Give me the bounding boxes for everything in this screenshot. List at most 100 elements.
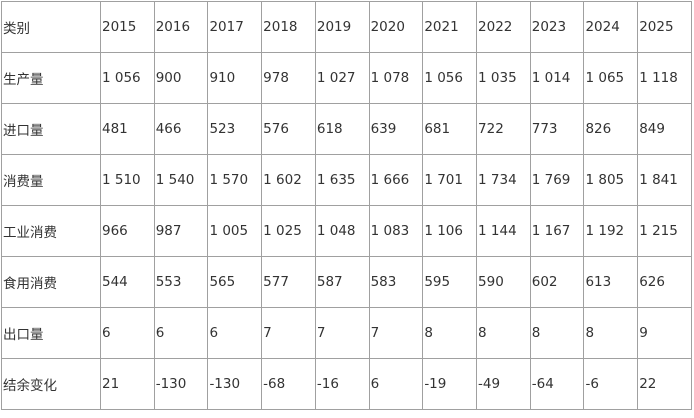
data-row: 进口量 481 466 523 576 618 639 681 722 773 826 849: [1, 103, 692, 155]
cell: 618: [314, 103, 370, 155]
cell: 1 215: [637, 205, 692, 257]
cell: -130: [153, 358, 209, 410]
header-row: 类别 2015 2016 2017 2018 2019 2020 2021 2022 2023 20…: [1, 1, 692, 53]
cell: 2018: [261, 1, 316, 53]
row-label: 生产量: [1, 52, 101, 104]
cell: -19: [422, 358, 478, 410]
data-row: 工业消费 966 987 1 005 1 025 1 048 1 083 1 106 1 144…: [1, 205, 692, 257]
data-row: 生产量 1 056 900 910 978 1 027 1 078 1 056 1 035 1 0…: [1, 52, 692, 104]
cell: 595: [422, 256, 478, 308]
row-label: 结余变化: [1, 358, 101, 410]
cell: 2015: [100, 1, 155, 53]
cell: 1 192: [583, 205, 639, 257]
cell: 626: [637, 256, 692, 308]
row-label: 进口量: [1, 103, 101, 155]
cell: 639: [368, 103, 424, 155]
cell: 978: [261, 52, 316, 104]
cell: 826: [583, 103, 639, 155]
data-table: 类别 2015 2016 2017 2018 2019 2020 2021 2022 2023 20…: [1, 1, 692, 410]
cell: 1 048: [314, 205, 370, 257]
cell: 523: [207, 103, 263, 155]
cell: 1 734: [476, 154, 531, 206]
cell: 576: [261, 103, 316, 155]
cell: 1 027: [314, 52, 370, 104]
cell: 577: [261, 256, 316, 308]
cell: 966: [100, 205, 155, 257]
cell: 613: [583, 256, 639, 308]
cell: -6: [583, 358, 639, 410]
row-label: 类别: [1, 1, 101, 53]
cell: 481: [100, 103, 155, 155]
cell: 2022: [476, 1, 531, 53]
cell: 8: [422, 307, 478, 359]
cell: 6: [207, 307, 263, 359]
cell: 681: [422, 103, 478, 155]
cell: 2024: [583, 1, 639, 53]
cell: 900: [153, 52, 209, 104]
cell: -64: [529, 358, 585, 410]
cell: 1 118: [637, 52, 692, 104]
cell: 1 769: [529, 154, 585, 206]
cell: 1 602: [261, 154, 316, 206]
cell: 590: [476, 256, 531, 308]
cell: 8: [476, 307, 531, 359]
cell: 6: [153, 307, 209, 359]
cell: 2021: [422, 1, 478, 53]
cell: 773: [529, 103, 585, 155]
cell: 466: [153, 103, 209, 155]
cell: 9: [637, 307, 692, 359]
cell: 7: [368, 307, 424, 359]
cell: 1 065: [583, 52, 639, 104]
cell: 22: [637, 358, 692, 410]
cell: 1 056: [422, 52, 478, 104]
row-label: 工业消费: [1, 205, 101, 257]
data-row: 结余变化 21 -130 -130 -68 -16 6 -19 -49 -64 -6 22: [1, 358, 692, 410]
data-row: 食用消费 544 553 565 577 587 583 595 590 602 613 626: [1, 256, 692, 308]
cell: 8: [583, 307, 639, 359]
row-label: 食用消费: [1, 256, 101, 308]
cell: 1 005: [207, 205, 263, 257]
cell: 2020: [368, 1, 424, 53]
cell: 987: [153, 205, 209, 257]
cell: 587: [314, 256, 370, 308]
cell: 1 106: [422, 205, 478, 257]
cell: 1 167: [529, 205, 585, 257]
cell: 1 666: [368, 154, 424, 206]
cell: 6: [368, 358, 424, 410]
cell: 1 025: [261, 205, 316, 257]
cell: 602: [529, 256, 585, 308]
cell: 7: [261, 307, 316, 359]
cell: 1 510: [100, 154, 155, 206]
cell: 1 056: [100, 52, 155, 104]
cell: 1 635: [314, 154, 370, 206]
cell: 2023: [529, 1, 585, 53]
cell: 1 035: [476, 52, 531, 104]
data-row: 出口量 6 6 6 7 7 7 8 8 8 8 9: [1, 307, 692, 359]
cell: 849: [637, 103, 692, 155]
cell: 565: [207, 256, 263, 308]
cell: 1 540: [153, 154, 209, 206]
row-label: 出口量: [1, 307, 101, 359]
cell: 2019: [314, 1, 370, 53]
row-label: 消费量: [1, 154, 101, 206]
cell: 722: [476, 103, 531, 155]
cell: 8: [529, 307, 585, 359]
cell: 7: [314, 307, 370, 359]
cell: 910: [207, 52, 263, 104]
cell: 2016: [153, 1, 209, 53]
cell: -16: [314, 358, 370, 410]
data-row: 消费量 1 510 1 540 1 570 1 602 1 635 1 666 1 701 1 …: [1, 154, 692, 206]
cell: 21: [100, 358, 155, 410]
cell: 544: [100, 256, 155, 308]
cell: 1 805: [583, 154, 639, 206]
cell: 553: [153, 256, 209, 308]
cell: -68: [261, 358, 316, 410]
cell: 2025: [637, 1, 692, 53]
cell: 1 144: [476, 205, 531, 257]
cell: 583: [368, 256, 424, 308]
cell: 2017: [207, 1, 263, 53]
cell: 1 014: [529, 52, 585, 104]
cell: 6: [100, 307, 155, 359]
cell: 1 078: [368, 52, 424, 104]
